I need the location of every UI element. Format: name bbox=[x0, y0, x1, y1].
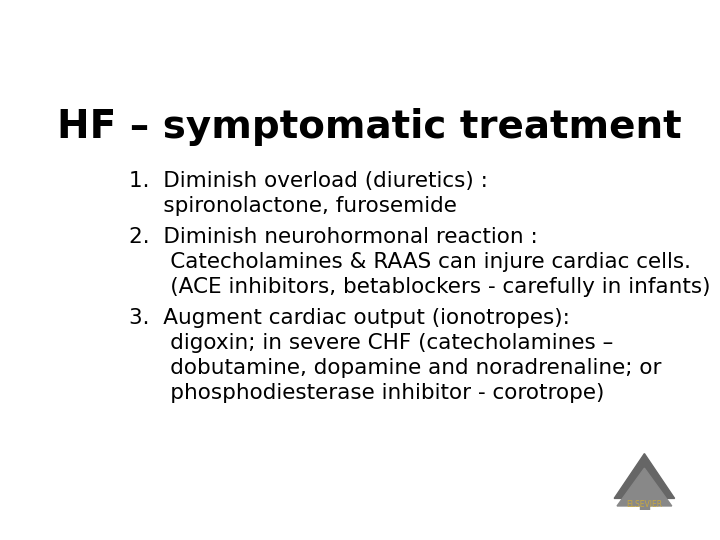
Text: spironolactone, furosemide: spironolactone, furosemide bbox=[129, 196, 457, 216]
Bar bbox=[640, 495, 649, 510]
Text: digoxin; in severe CHF (catecholamines –: digoxin; in severe CHF (catecholamines – bbox=[129, 333, 613, 353]
Text: phosphodiesterase inhibitor - corotrope): phosphodiesterase inhibitor - corotrope) bbox=[129, 383, 604, 403]
Polygon shape bbox=[614, 454, 675, 498]
Text: ELSEVIER: ELSEVIER bbox=[626, 500, 662, 509]
Text: dobutamine, dopamine and noradrenaline; or: dobutamine, dopamine and noradrenaline; … bbox=[129, 358, 662, 378]
Text: 2.  Diminish neurohormonal reaction :: 2. Diminish neurohormonal reaction : bbox=[129, 227, 538, 247]
Text: (ACE inhibitors, betablockers - carefully in infants): (ACE inhibitors, betablockers - carefull… bbox=[129, 277, 711, 297]
Text: 3.  Augment cardiac output (ionotropes):: 3. Augment cardiac output (ionotropes): bbox=[129, 308, 570, 328]
Polygon shape bbox=[617, 468, 672, 506]
Text: 1.  Diminish overload (diuretics) :: 1. Diminish overload (diuretics) : bbox=[129, 171, 488, 191]
Text: HF – symptomatic treatment: HF – symptomatic treatment bbox=[57, 109, 681, 146]
Text: Catecholamines & RAAS can injure cardiac cells.: Catecholamines & RAAS can injure cardiac… bbox=[129, 252, 691, 272]
